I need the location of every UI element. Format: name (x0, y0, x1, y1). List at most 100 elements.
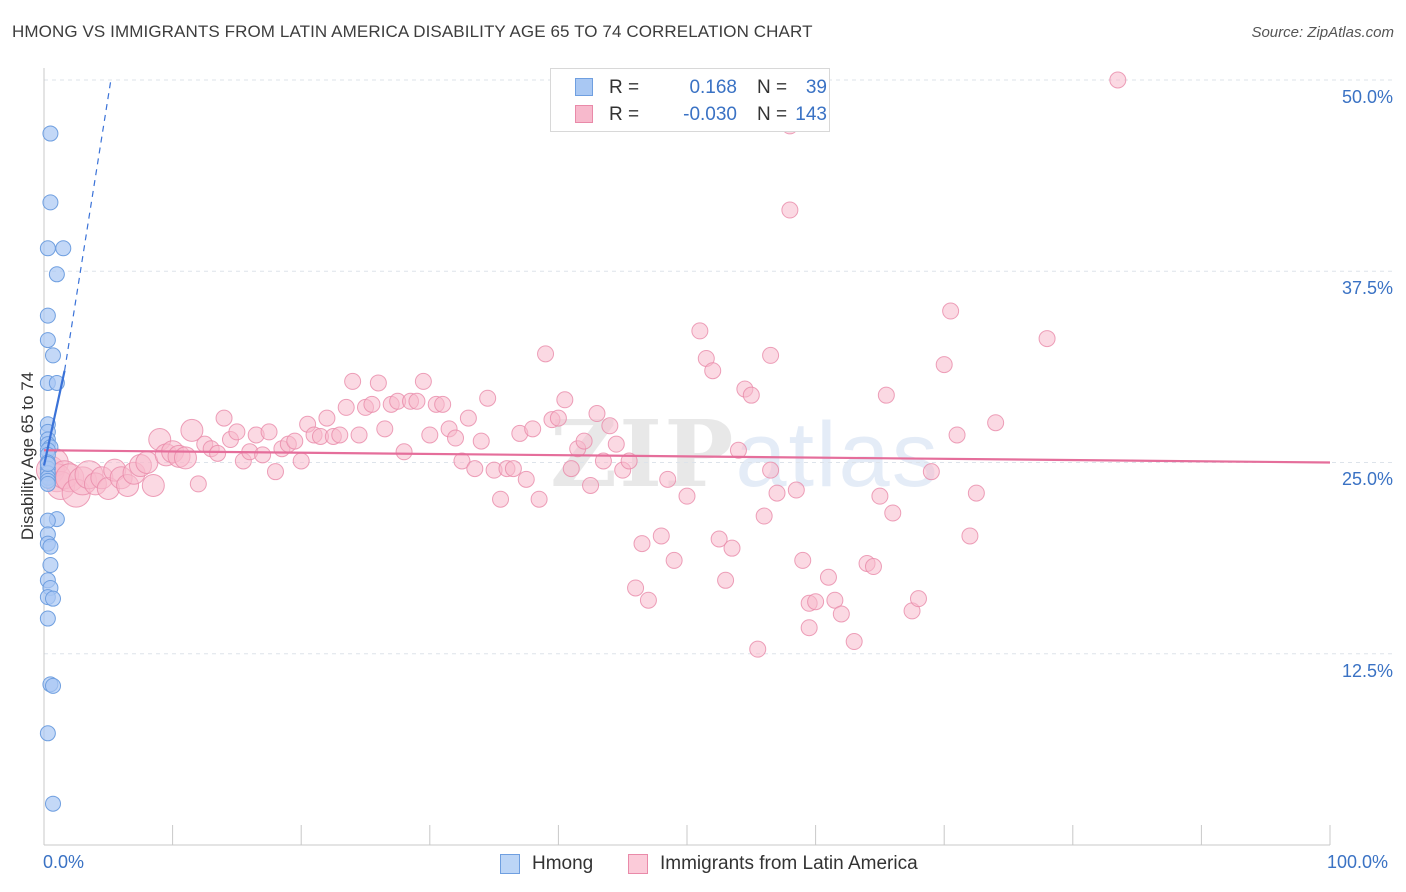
hmong-point (39, 240, 56, 257)
latin-point (492, 490, 510, 508)
trend-lines (42, 79, 1331, 466)
hmong-point (39, 332, 56, 349)
y-tick-label-37-5: 37.5% (1341, 278, 1393, 298)
latin-point (755, 507, 773, 525)
latin-point (961, 527, 979, 545)
hmong-point (55, 240, 72, 257)
latin-point (787, 481, 805, 499)
latin-point (260, 423, 278, 441)
hmong-point (45, 590, 62, 607)
source-credit: Source: ZipAtlas.com (1251, 24, 1394, 41)
latin-point (228, 423, 246, 441)
hmong-point (42, 557, 59, 574)
latin-point (549, 409, 567, 427)
hmong-point (39, 307, 56, 324)
latin-point (530, 490, 548, 508)
latin-point (408, 392, 426, 410)
latin-point (556, 391, 574, 409)
hmong-point (42, 538, 59, 555)
series-legend: Hmong Immigrants from Latin America (0, 852, 1406, 878)
latin-point (209, 444, 227, 462)
latin-point (601, 417, 619, 435)
latin-point (704, 362, 722, 380)
latin-point (633, 535, 651, 553)
latin-point (948, 426, 966, 444)
latin-point (395, 443, 413, 461)
latin-point (729, 441, 747, 459)
latin-point (537, 345, 555, 363)
latin-point (1038, 330, 1056, 348)
latin-point (350, 426, 368, 444)
hmong-point (45, 677, 62, 694)
latin-swatch (628, 854, 648, 874)
hmong-point (39, 725, 56, 742)
y-tick-label-25: 25.0% (1341, 469, 1393, 489)
latin-point (935, 356, 953, 374)
latin-point (1109, 71, 1127, 89)
latin-point (864, 558, 882, 576)
latin-point (466, 460, 484, 478)
latin-point (832, 605, 850, 623)
correlation-legend: R = 0.168 N = 39 R = -0.030 N = 143 (550, 68, 830, 132)
latin-point (768, 484, 786, 502)
latin-trend-line (43, 449, 1331, 464)
latin-point (363, 395, 381, 413)
latin-point (884, 504, 902, 522)
latin-point (819, 568, 837, 586)
y-tick-label-50: 50.0% (1341, 87, 1393, 107)
latin-point (453, 452, 471, 470)
latin-point (620, 452, 638, 470)
watermark-atlas: atlas (735, 404, 940, 506)
latin-point (922, 463, 940, 481)
latin-point (807, 593, 825, 611)
latin-point (659, 470, 677, 488)
latin-point (504, 460, 522, 478)
latin-point (652, 527, 670, 545)
latin-point (434, 395, 452, 413)
latin-point (459, 409, 477, 427)
x-tick-label-max: 100.0% (1327, 852, 1389, 872)
legend-r-value: -0.030 (683, 104, 737, 125)
hmong-trend-line (42, 370, 66, 466)
latin-point (967, 484, 985, 502)
latin-point (517, 470, 535, 488)
hmong-swatch (500, 854, 520, 874)
latin-point (180, 418, 204, 442)
latin-point (987, 414, 1005, 432)
latin-point (594, 452, 612, 470)
latin-point (826, 591, 844, 609)
hmong-point (39, 456, 56, 473)
latin-point (376, 420, 394, 438)
latin-point (762, 346, 780, 364)
y-tick-label-12-5: 12.5% (1341, 661, 1393, 681)
latin-point (871, 487, 889, 505)
hmong-point (45, 347, 62, 364)
hmong-point (39, 512, 56, 529)
latin-point (942, 302, 960, 320)
legend-r-label: R = (609, 104, 640, 125)
latin-point (447, 429, 465, 447)
hmong-trend-extension (63, 79, 112, 371)
latin-point (337, 398, 355, 416)
legend-n-label: N = (757, 104, 788, 125)
latin-point (749, 640, 767, 658)
legend-r-value: 0.168 (689, 77, 737, 98)
latin-point (189, 475, 207, 493)
latin-point (173, 446, 197, 470)
legend-n-value: 39 (805, 77, 827, 98)
latin-point (794, 551, 812, 569)
latin-point (710, 530, 728, 548)
latin-swatch (575, 105, 593, 123)
legend-r-label: R = (609, 77, 640, 98)
latin-america-points (35, 71, 1127, 658)
latin-point (331, 426, 349, 444)
latin-point (762, 461, 780, 479)
latin-point (421, 426, 439, 444)
hmong-point (45, 795, 62, 812)
latin-point (562, 460, 580, 478)
latin-point (800, 619, 818, 637)
latin-point (723, 539, 741, 557)
hmong-swatch (575, 78, 593, 96)
latin-point (414, 372, 432, 390)
